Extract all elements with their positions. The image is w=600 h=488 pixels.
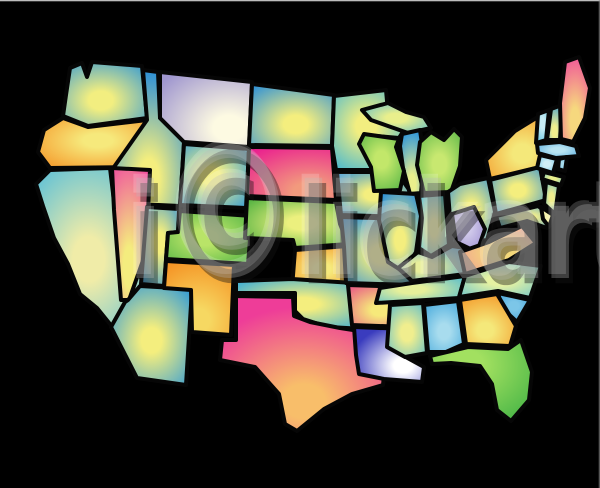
- state-wisconsin: [357, 132, 406, 193]
- state-maryland: [494, 204, 554, 230]
- state-georgia: [458, 292, 518, 348]
- state-mississippi: [385, 301, 429, 359]
- state-new-mexico: [162, 259, 236, 337]
- state-maine: [558, 55, 592, 144]
- states-layer: [34, 55, 592, 433]
- state-west-virginia: [450, 205, 487, 254]
- state-michigan-upper-peninsula: [360, 101, 433, 135]
- state-washington: [61, 60, 149, 128]
- state-michigan: [415, 127, 464, 195]
- state-connecticut: [535, 153, 559, 175]
- state-rhode-island: [556, 155, 569, 173]
- watermark-text-highlight: i©lickart: [125, 103, 600, 318]
- watermark-text-shadow: i©lickart: [132, 112, 600, 327]
- watermark-text: i©lickart: [128, 107, 600, 322]
- state-florida: [428, 338, 534, 423]
- state-delaware: [539, 205, 555, 229]
- frame-edge-right: [598, 0, 600, 488]
- state-texas: [218, 294, 390, 433]
- state-new-jersey: [542, 180, 561, 216]
- state-long-island: [540, 170, 566, 187]
- state-massachusetts: [535, 140, 581, 160]
- watermark: i©lickart i©lickart i©lickart: [125, 103, 600, 328]
- frame-edge-top: [0, 0, 600, 2]
